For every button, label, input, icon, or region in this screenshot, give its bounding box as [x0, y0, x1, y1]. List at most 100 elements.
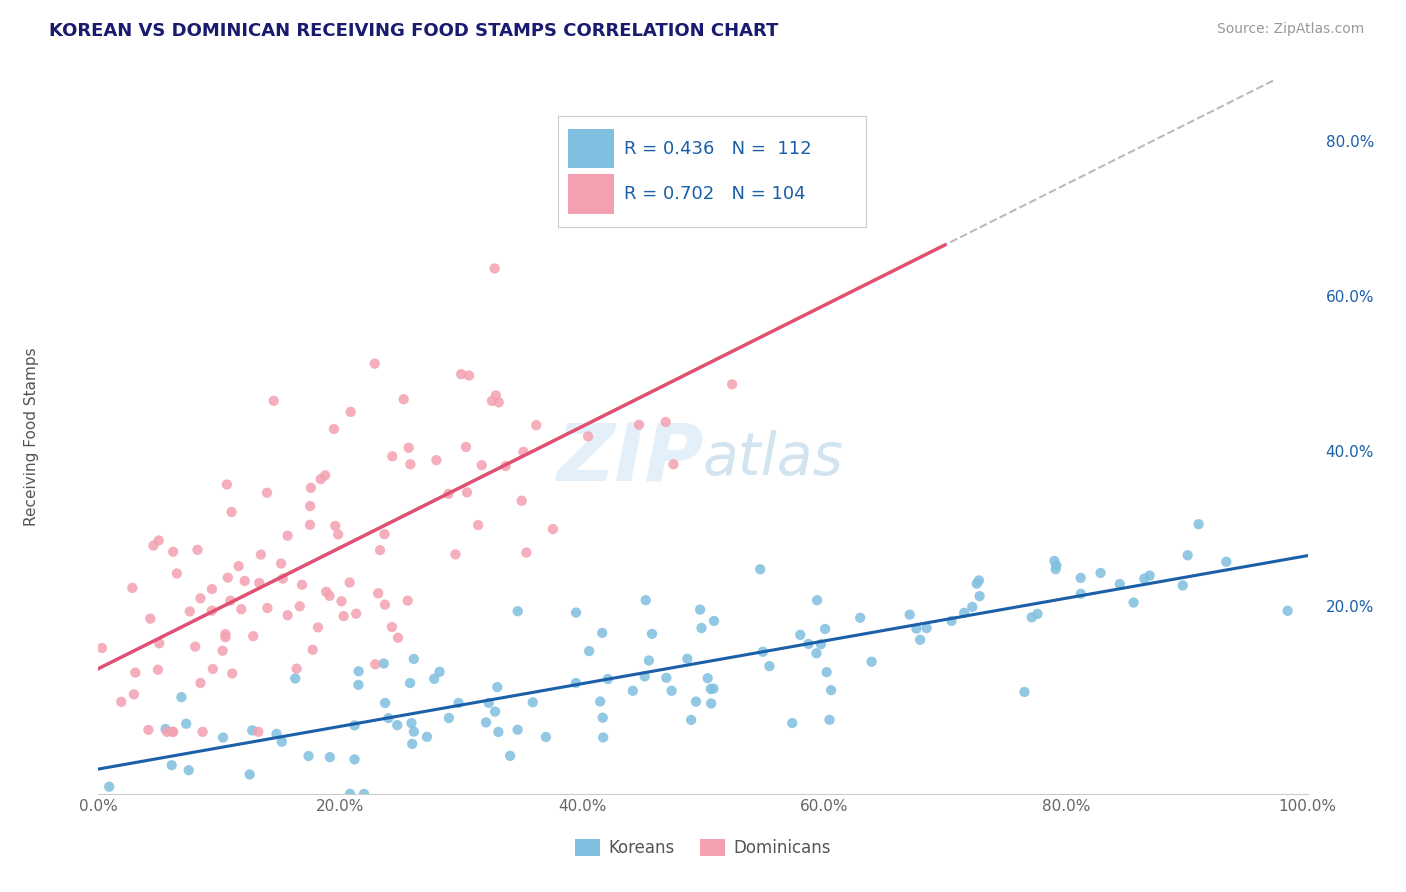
Point	[506, 723, 529, 737]
Point	[789, 628, 811, 642]
Point	[1188, 517, 1211, 532]
Point	[721, 377, 744, 392]
Point	[969, 589, 991, 603]
Point	[323, 519, 346, 533]
Point	[373, 527, 395, 541]
Point	[318, 589, 340, 603]
Point	[332, 609, 354, 624]
Point	[214, 627, 236, 641]
Point	[307, 620, 329, 634]
Point	[1177, 548, 1199, 562]
Point	[1014, 685, 1036, 699]
Point	[121, 581, 143, 595]
Point	[191, 724, 214, 739]
Point	[374, 696, 396, 710]
Point	[247, 575, 270, 590]
Point	[399, 458, 422, 472]
Point	[818, 713, 841, 727]
Point	[291, 578, 314, 592]
Point	[495, 459, 517, 474]
Point	[1045, 562, 1067, 576]
Point	[621, 683, 644, 698]
Text: R = 0.436   N =  112: R = 0.436 N = 112	[624, 140, 813, 158]
Point	[700, 681, 723, 696]
Point	[1045, 558, 1067, 573]
Point	[444, 547, 467, 561]
Point	[353, 787, 375, 801]
Point	[301, 642, 323, 657]
Point	[374, 598, 396, 612]
Point	[270, 557, 292, 571]
Point	[481, 393, 503, 408]
Point	[285, 662, 308, 676]
Point	[343, 718, 366, 732]
Text: 60.0%: 60.0%	[1326, 290, 1374, 305]
Point	[565, 676, 588, 690]
Point	[347, 678, 370, 692]
Point	[387, 631, 409, 645]
Point	[1122, 596, 1144, 610]
Point	[634, 593, 657, 607]
Point	[190, 676, 212, 690]
Point	[122, 687, 145, 701]
Point	[277, 608, 299, 623]
Text: KOREAN VS DOMINICAN RECEIVING FOOD STAMPS CORRELATION CHART: KOREAN VS DOMINICAN RECEIVING FOOD STAMP…	[49, 22, 779, 40]
Point	[319, 750, 342, 764]
Point	[499, 748, 522, 763]
Point	[915, 621, 938, 635]
Point	[592, 731, 614, 745]
Point	[960, 599, 983, 614]
Point	[402, 652, 425, 666]
Point	[270, 734, 292, 748]
Text: Receiving Food Stamps: Receiving Food Stamps	[24, 348, 39, 526]
Point	[211, 644, 233, 658]
Text: 40.0%: 40.0%	[1326, 445, 1374, 460]
Point	[941, 614, 963, 628]
Point	[522, 695, 544, 709]
Text: 20.0%: 20.0%	[1326, 600, 1374, 615]
Point	[662, 458, 685, 472]
Point	[690, 621, 713, 635]
Point	[138, 723, 160, 737]
Point	[364, 657, 387, 672]
Point	[471, 458, 494, 473]
Point	[689, 602, 711, 616]
Point	[641, 627, 664, 641]
Point	[250, 548, 273, 562]
Point	[373, 657, 395, 671]
Point	[467, 518, 489, 533]
Point	[219, 593, 242, 607]
Point	[381, 450, 404, 464]
Point	[416, 730, 439, 744]
Point	[478, 696, 501, 710]
FancyBboxPatch shape	[558, 116, 866, 227]
Point	[217, 571, 239, 585]
Point	[484, 705, 506, 719]
Point	[638, 653, 661, 667]
Text: Source: ZipAtlas.com: Source: ZipAtlas.com	[1216, 22, 1364, 37]
Point	[898, 607, 921, 622]
Point	[212, 731, 235, 745]
Point	[1090, 566, 1112, 580]
Text: ZIP: ZIP	[555, 419, 703, 498]
Point	[437, 487, 460, 501]
Point	[322, 422, 344, 436]
Point	[510, 493, 533, 508]
Point	[339, 575, 361, 590]
Point	[849, 611, 872, 625]
Point	[247, 724, 270, 739]
Point	[627, 417, 650, 432]
Point	[700, 697, 723, 711]
Point	[299, 499, 322, 513]
Text: atlas: atlas	[703, 430, 844, 487]
Point	[681, 713, 703, 727]
Point	[396, 593, 419, 607]
Point	[399, 676, 422, 690]
Point	[655, 671, 678, 685]
Point	[124, 665, 146, 680]
Point	[749, 562, 772, 576]
Point	[524, 418, 547, 433]
Point	[263, 393, 285, 408]
Point	[429, 665, 451, 679]
Point	[309, 472, 332, 486]
